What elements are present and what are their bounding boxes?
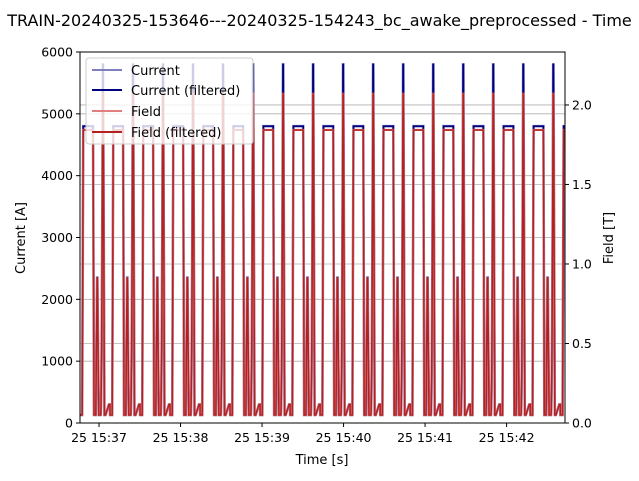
x-tick-label-3: 25 15:40 [316, 430, 372, 445]
y-tick-label-0: 0 [65, 416, 73, 431]
x-tick-label-5: 25 15:42 [479, 430, 535, 445]
y-axis-label: Current [A] [14, 202, 29, 274]
series-field-filtered-line [80, 93, 565, 416]
legend-box [85, 57, 254, 145]
legend: Current Current (filtered) Field Field (… [85, 57, 254, 145]
legend-label-field: Field [131, 105, 161, 120]
y-tick-label-5: 5000 [41, 106, 73, 121]
legend-label-current: Current [131, 64, 180, 79]
x-tick-label-2: 25 15:39 [234, 430, 290, 445]
chart-title: TRAIN-20240325-153646---20240325-154243_… [6, 11, 632, 31]
x-axis-label: Time [s] [295, 453, 349, 468]
plot-area [80, 63, 565, 417]
x-tick-label-0: 25 15:37 [71, 430, 127, 445]
x-tick-label-1: 25 15:38 [153, 430, 209, 445]
y-tick-label-4: 4000 [41, 168, 73, 183]
legend-label-current-filtered: Current (filtered) [131, 84, 240, 99]
y-right-tick-label-2: 1.0 [572, 256, 592, 271]
y-axis-right-label: Field [T] [602, 212, 617, 264]
x-axis-ticks: 25 15:37 25 15:38 25 15:39 25 15:40 25 15:41… [71, 423, 535, 445]
legend-label-field-filtered: Field (filtered) [131, 126, 222, 141]
y-axis-ticks: 0 1000 2000 3000 4000 5000 6000 [41, 45, 80, 431]
y-tick-label-6: 6000 [41, 45, 73, 60]
y-tick-label-2: 2000 [41, 292, 73, 307]
y-right-tick-label-1: 0.5 [572, 336, 592, 351]
y-right-tick-label-4: 2.0 [572, 97, 592, 112]
x-tick-label-4: 25 15:41 [397, 430, 453, 445]
y-tick-label-1: 1000 [41, 354, 73, 369]
y-right-tick-label-3: 1.5 [572, 177, 592, 192]
y-right-tick-label-0: 0.0 [572, 416, 592, 431]
y-axis-right-ticks: 0.0 0.5 1.0 1.5 2.0 [565, 97, 592, 431]
y-tick-label-3: 3000 [41, 230, 73, 245]
